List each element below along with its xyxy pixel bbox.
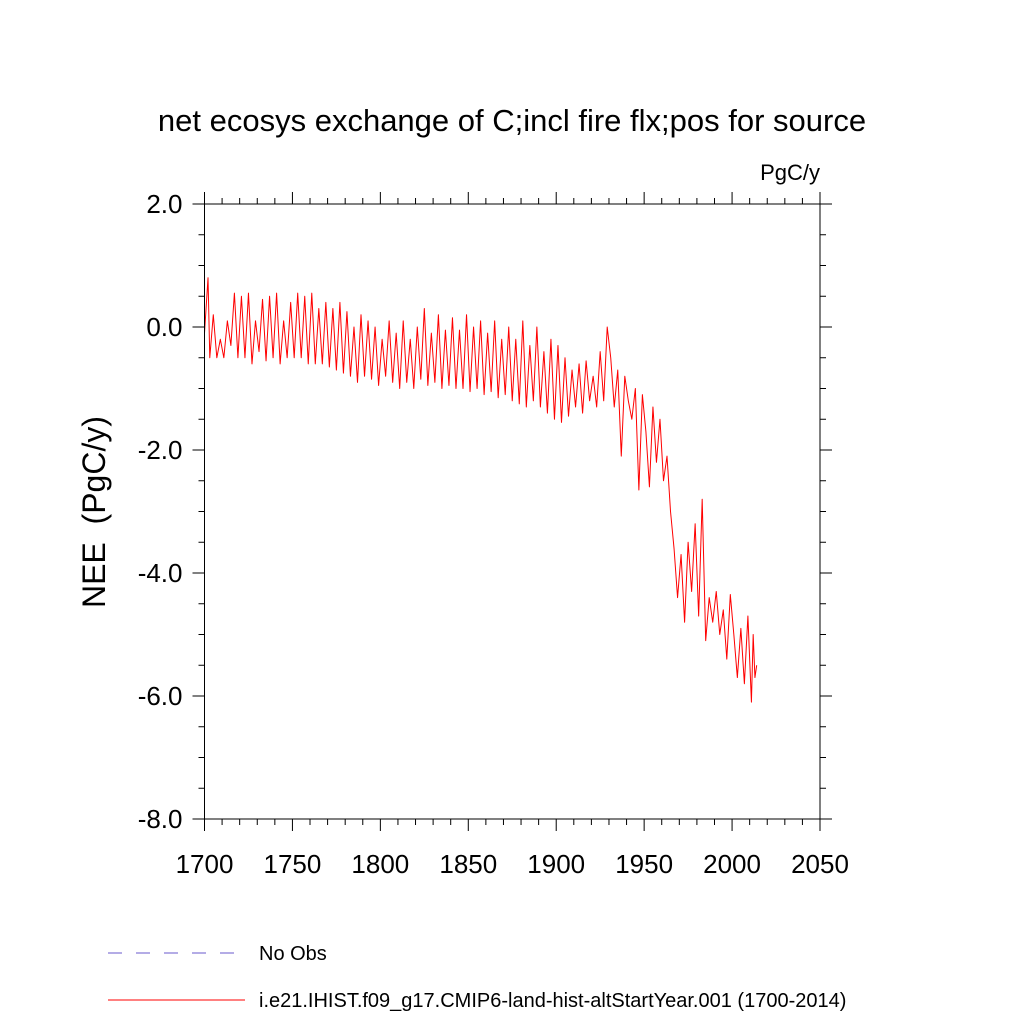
y-tick-label: -8.0 [138, 804, 183, 834]
x-tick-label: 1800 [351, 849, 409, 879]
y-tick-label: -4.0 [138, 558, 183, 588]
legend: No Obs i.e21.IHIST.f09_g17.CMIP6-land-hi… [108, 943, 846, 1012]
y-tick-label: -2.0 [138, 435, 183, 465]
plot-frame [204, 203, 821, 820]
y-tick-label: 2.0 [146, 189, 182, 219]
x-tick-label: 1750 [264, 849, 322, 879]
units-label: PgC/y [760, 160, 820, 185]
x-tick-label: 1850 [439, 849, 497, 879]
x-tick-label: 2050 [791, 849, 849, 879]
chart-title: net ecosys exchange of C;incl fire flx;p… [158, 103, 866, 138]
legend-label-model-run: i.e21.IHIST.f09_g17.CMIP6-land-hist-altS… [259, 990, 846, 1012]
x-tick-label: 1700 [176, 849, 234, 879]
plot-area: 1700 1750 1800 1850 1900 1950 2000 2050 2.0 0.0 -2… [138, 189, 849, 879]
y-tick-label: -6.0 [138, 681, 183, 711]
series-line-1 [204, 277, 758, 703]
y-axis-label: NEE (PgC/y) [76, 416, 112, 608]
series-layer [204, 277, 758, 703]
legend-label-no-obs: No Obs [259, 943, 327, 965]
x-tick-label: 1900 [527, 849, 585, 879]
x-tick-label: 2000 [703, 849, 761, 879]
y-tick-label: 0.0 [146, 312, 182, 342]
tick-layer: 1700 1750 1800 1850 1900 1950 2000 2050 2.0 0.0 -2… [138, 189, 849, 879]
legend-item-no-obs: No Obs [108, 943, 327, 965]
x-tick-label: 1950 [615, 849, 673, 879]
legend-item-model-run: i.e21.IHIST.f09_g17.CMIP6-land-hist-altS… [108, 990, 846, 1012]
